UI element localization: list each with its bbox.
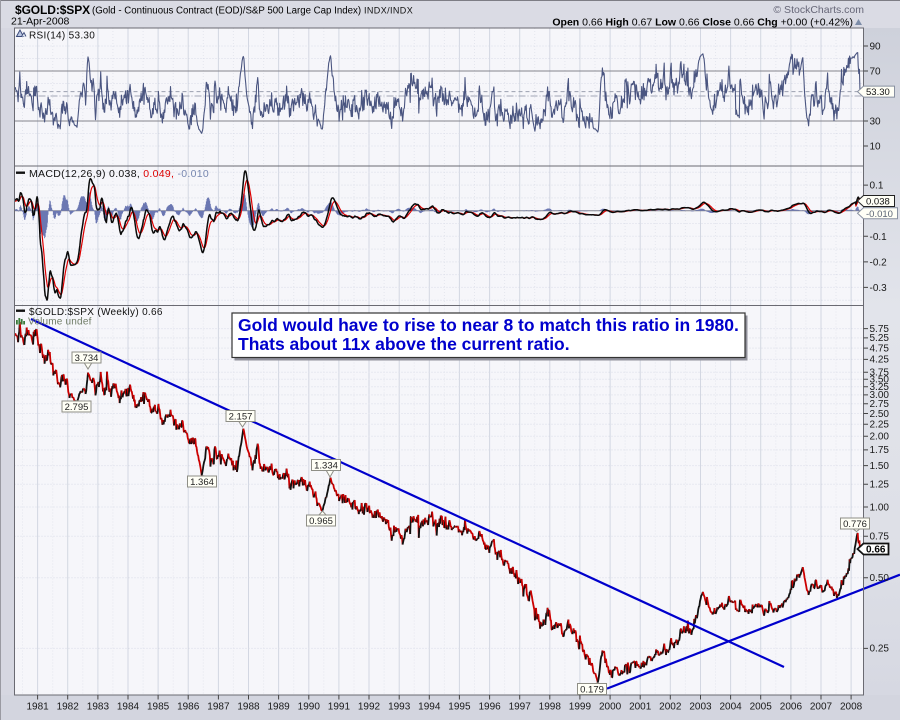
- svg-text:1995: 1995: [448, 702, 471, 713]
- svg-text:2007: 2007: [810, 702, 833, 713]
- svg-text:Thats about 11x above the curr: Thats about 11x above the current ratio.: [238, 334, 570, 354]
- svg-text:1985: 1985: [147, 702, 170, 713]
- svg-text:$GOLD:$SPX (Weekly) 0.66: $GOLD:$SPX (Weekly) 0.66: [29, 307, 163, 318]
- svg-text:2.795: 2.795: [65, 402, 89, 413]
- svg-text:INDX/INDX: INDX/INDX: [364, 6, 413, 16]
- svg-text:2.157: 2.157: [229, 411, 253, 422]
- svg-text:(Gold - Continuous Contract (E: (Gold - Continuous Contract (EOD)/S&P 50…: [92, 6, 361, 17]
- svg-text:0.965: 0.965: [309, 516, 333, 527]
- svg-text:0.179: 0.179: [580, 684, 604, 695]
- svg-text:0.75: 0.75: [870, 532, 890, 543]
- svg-text:1997: 1997: [509, 702, 532, 713]
- svg-text:4.75: 4.75: [870, 343, 890, 354]
- svg-text:1983: 1983: [87, 702, 110, 713]
- svg-text:1987: 1987: [207, 702, 230, 713]
- svg-text:0.50: 0.50: [870, 573, 890, 584]
- svg-text:2003: 2003: [689, 702, 712, 713]
- svg-text:1982: 1982: [57, 702, 80, 713]
- svg-text:2006: 2006: [780, 702, 803, 713]
- svg-text:3.25: 3.25: [870, 382, 890, 393]
- svg-text:$GOLD:$SPX: $GOLD:$SPX: [15, 3, 90, 17]
- svg-text:-0.3: -0.3: [870, 283, 888, 294]
- svg-text:3.734: 3.734: [75, 353, 99, 364]
- svg-text:1.364: 1.364: [190, 477, 214, 488]
- svg-text:2002: 2002: [659, 702, 682, 713]
- svg-text:1996: 1996: [478, 702, 501, 713]
- svg-text:-0.010: -0.010: [866, 209, 893, 220]
- svg-text:1988: 1988: [237, 702, 260, 713]
- svg-text:1.334: 1.334: [314, 460, 338, 471]
- svg-text:2001: 2001: [629, 702, 652, 713]
- svg-text:0.25: 0.25: [870, 644, 890, 655]
- svg-text:2000: 2000: [599, 702, 622, 713]
- svg-text:1.25: 1.25: [870, 480, 890, 491]
- svg-text:0.038: 0.038: [866, 197, 890, 208]
- svg-text:1.00: 1.00: [870, 502, 890, 513]
- svg-text:2005: 2005: [750, 702, 773, 713]
- svg-text:1993: 1993: [388, 702, 411, 713]
- svg-text:1989: 1989: [267, 702, 290, 713]
- svg-text:2.25: 2.25: [870, 420, 890, 431]
- svg-text:1984: 1984: [117, 702, 140, 713]
- svg-text:10: 10: [870, 142, 882, 153]
- svg-text:2008: 2008: [840, 702, 863, 713]
- svg-text:Open 0.66 High 0.67 Low 0.66 C: Open 0.66 High 0.67 Low 0.66 Close 0.66 …: [552, 17, 853, 29]
- svg-text:1992: 1992: [358, 702, 381, 713]
- svg-text:5.75: 5.75: [870, 324, 890, 335]
- svg-text:0.776: 0.776: [843, 519, 867, 530]
- svg-text:1994: 1994: [418, 702, 441, 713]
- svg-text:3.00: 3.00: [870, 390, 890, 401]
- svg-text:-0.2: -0.2: [870, 257, 888, 268]
- svg-text:53.30: 53.30: [866, 87, 890, 98]
- svg-text:-0.1: -0.1: [870, 232, 888, 243]
- svg-text:2.75: 2.75: [870, 399, 890, 410]
- svg-text:1991: 1991: [328, 702, 351, 713]
- svg-text:90: 90: [870, 42, 882, 53]
- svg-text:Volume undef: Volume undef: [28, 317, 92, 328]
- svg-text:MACD(12,26,9) 0.038, 0.049, -0: MACD(12,26,9) 0.038, 0.049, -0.010: [29, 168, 209, 180]
- svg-text:2004: 2004: [719, 702, 742, 713]
- svg-text:1998: 1998: [539, 702, 562, 713]
- svg-text:1981: 1981: [26, 702, 49, 713]
- svg-text:1999: 1999: [569, 702, 592, 713]
- svg-text:1.50: 1.50: [870, 461, 890, 472]
- svg-text:0.1: 0.1: [870, 181, 884, 192]
- svg-text:1.75: 1.75: [870, 445, 890, 456]
- svg-text:70: 70: [870, 67, 882, 78]
- svg-text:21-Apr-2008: 21-Apr-2008: [11, 16, 70, 28]
- svg-text:RSI(14) 53.30: RSI(14) 53.30: [29, 31, 95, 42]
- svg-text:2.50: 2.50: [870, 409, 890, 420]
- svg-text:Gold would have to rise to nea: Gold would have to rise to near 8 to mat…: [238, 315, 739, 335]
- svg-text:1990: 1990: [298, 702, 321, 713]
- svg-text:0.66: 0.66: [866, 545, 886, 556]
- svg-text:3.50: 3.50: [870, 375, 890, 386]
- svg-text:© StockCharts.com: © StockCharts.com: [773, 4, 864, 16]
- svg-text:30: 30: [870, 117, 882, 128]
- svg-text:1986: 1986: [177, 702, 200, 713]
- svg-text:5.25: 5.25: [870, 333, 890, 344]
- svg-text:3.75: 3.75: [870, 368, 890, 379]
- svg-text:2.00: 2.00: [870, 432, 890, 443]
- svg-text:4.25: 4.25: [870, 355, 890, 366]
